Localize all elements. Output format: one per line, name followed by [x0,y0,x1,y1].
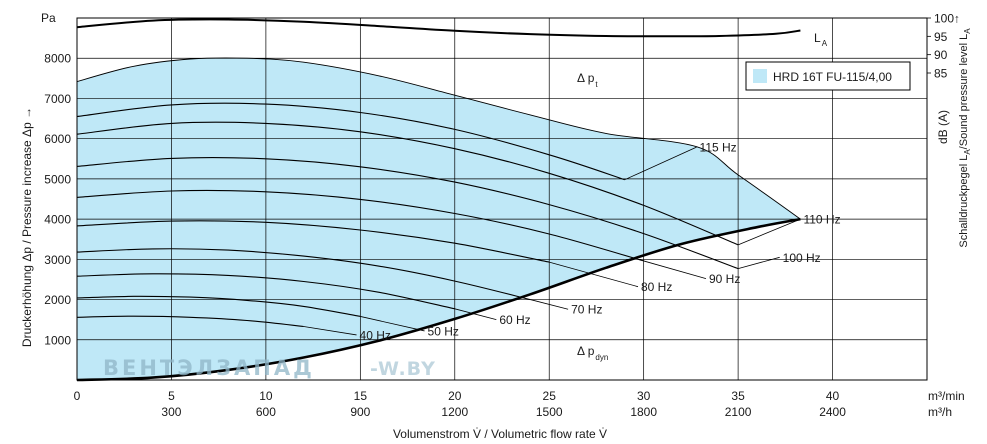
label-leader [643,260,707,280]
y-tick-label: 4000 [44,213,71,227]
x-tick-label-secondary: 900 [350,405,370,419]
x-tick-label-secondary: 2400 [819,405,846,419]
x-tick-label: 40 [826,389,840,403]
y-tick-label: 1000 [44,333,71,347]
x-tick-label-secondary: 300 [161,405,181,419]
x-tick-label-secondary: 2100 [725,405,752,419]
x-tick-label: 25 [543,389,557,403]
right-tick-labels: 100↑ 95 90 85 [927,12,960,81]
legend: HRD 16T FU-115/4,00 [745,61,911,91]
sound-level-curve [77,18,801,38]
freq-label: 40 Hz [360,328,391,342]
y-tick-label: 3000 [44,253,71,267]
label-leader [454,308,497,321]
freq-label: 115 Hz [700,141,737,155]
x-unit-secondary: m³/h [928,405,952,419]
label-leader [360,316,425,332]
x-axis-title: Volumenstrom V̇ / Volumetric flow rate V… [393,427,607,441]
legend-swatch [753,69,767,83]
right-tick-label: 90 [934,48,948,62]
right-axis-title: Schalldruckpegel LA/Sound pressure level… [958,28,972,248]
x-tick-label: 35 [731,389,745,403]
curve-40-hz [77,315,304,328]
curve-90-hz [77,189,644,262]
freq-label: 100 Hz [783,251,821,265]
curve-80-hz [77,220,550,263]
curve-110-hz [77,121,739,246]
x-tick-label-secondary: 1800 [630,405,657,419]
label-leader [303,326,357,336]
frequency-labels: 40 Hz 50 Hz 60 Hz 70 Hz 80 Hz 90 Hz 100 Hz 110 … [303,141,841,342]
freq-label: 70 Hz [571,303,602,317]
y-tick-label: 6000 [44,132,71,146]
y-tick-label: 5000 [44,172,71,186]
y-tick-label: 7000 [44,92,71,106]
freq-label: 60 Hz [499,313,530,327]
x-tick-label-secondary: 1200 [441,405,468,419]
y-tick-label: 8000 [44,52,71,66]
right-tick-label: 85 [934,67,948,81]
watermark: ВЕНТЭЛЗАПАД [103,356,315,380]
legend-label: HRD 16T FU-115/4,00 [773,70,892,84]
y-axis-unit: Pa [41,11,56,25]
label-leader [738,256,780,269]
x-tick-label: 15 [354,389,368,403]
label-leader [530,299,569,310]
right-tick-label: 95 [934,30,948,44]
x-tick-label: 30 [637,389,651,403]
envelope-outline [77,57,801,220]
y-tick-label: 2000 [44,293,71,307]
x-tick-label-secondary: 600 [256,405,276,419]
x-tick-label-secondary: 1500 [536,405,563,419]
curve-50-hz [77,295,361,317]
right-tick-label: 100↑ [934,12,960,26]
plot-frame [76,17,928,381]
legend-box [745,61,911,91]
frequency-curves [77,57,801,328]
freq-label: 110 Hz [803,213,840,227]
curve-60-hz [77,273,455,310]
label-leader [624,146,697,181]
curve-115-hz [77,102,625,181]
label-leader [549,261,639,288]
x-tick-label: 10 [259,389,273,403]
label-leader [737,218,801,246]
system-curve [76,217,801,382]
pdyn-label: Δ pdyn [577,344,608,362]
freq-label: 80 Hz [641,280,672,294]
freq-label: 50 Hz [428,324,459,338]
y-axis-title: Druckerhöhung Δp / Pressure increase Δp … [20,107,34,347]
x-tick-label: 0 [74,389,81,403]
la-label: LA [814,31,828,48]
watermark-domain: -W.BY [370,358,436,380]
pt-label: Δ pt [577,71,598,89]
x-tick-label: 5 [168,389,175,403]
x-tick-label: 20 [448,389,462,403]
right-axis-unit: dB (A) [936,110,950,144]
curve-70-hz [77,248,531,301]
y-tick-labels: 1000 2000 3000 4000 5000 6000 7000 8000 [44,52,71,348]
x-tick-labels: 0 5 10 15 20 25 30 35 40 300 600 900 1200 1500 1800 210… [74,389,847,419]
curve-100-hz [77,157,739,270]
x-unit-primary: m³/min [928,389,965,403]
freq-label: 90 Hz [709,272,740,286]
